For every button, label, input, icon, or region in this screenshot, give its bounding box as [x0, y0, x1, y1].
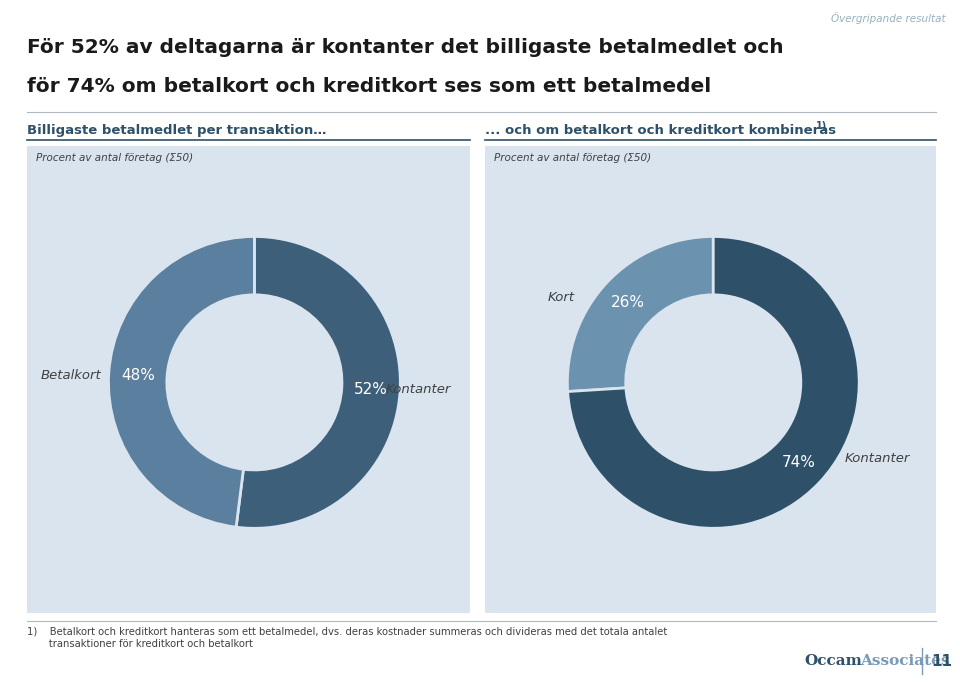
Wedge shape [567, 236, 713, 391]
Text: Billigaste betalmedlet per transaktion…: Billigaste betalmedlet per transaktion… [27, 124, 326, 137]
Text: för 74% om betalkort och kreditkort ses som ett betalmedel: för 74% om betalkort och kreditkort ses … [27, 77, 711, 96]
Wedge shape [236, 236, 400, 528]
Text: Associates: Associates [860, 655, 949, 668]
Text: Betalkort: Betalkort [40, 369, 101, 382]
Text: 1)    Betalkort och kreditkort hanteras som ett betalmedel, dvs. deras kostnader: 1) Betalkort och kreditkort hanteras som… [27, 627, 667, 648]
Text: För 52% av deltagarna är kontanter det billigaste betalmedlet och: För 52% av deltagarna är kontanter det b… [27, 38, 783, 57]
Text: Kort: Kort [547, 291, 575, 305]
Text: 1): 1) [816, 121, 828, 132]
Text: 11: 11 [931, 654, 952, 669]
Text: ... och om betalkort och kreditkort kombineras: ... och om betalkort och kreditkort komb… [485, 124, 836, 137]
Text: Occam: Occam [804, 655, 862, 668]
Text: Procent av antal företag (Σ50): Procent av antal företag (Σ50) [36, 153, 194, 163]
Text: Procent av antal företag (Σ50): Procent av antal företag (Σ50) [494, 153, 652, 163]
Text: Övergripande resultat: Övergripande resultat [831, 12, 946, 24]
Text: Kontanter: Kontanter [845, 452, 910, 465]
Wedge shape [567, 236, 859, 528]
Text: 26%: 26% [612, 295, 645, 310]
Text: 48%: 48% [121, 367, 155, 382]
Wedge shape [108, 236, 254, 527]
Text: 74%: 74% [781, 455, 815, 470]
Text: 52%: 52% [354, 382, 388, 398]
Text: Kontanter: Kontanter [386, 383, 451, 396]
